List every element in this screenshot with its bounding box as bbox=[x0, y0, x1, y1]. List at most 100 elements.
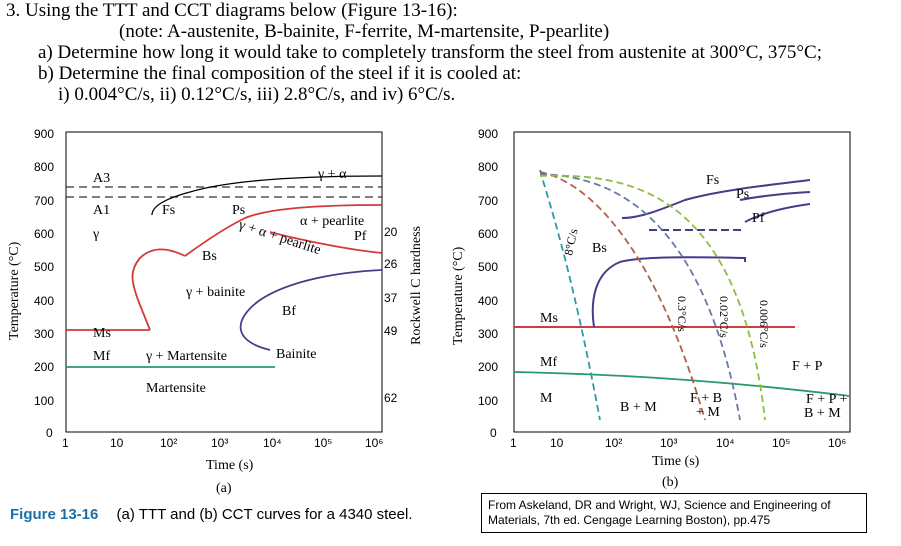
ttt-y-axis: 900 800 700 600 500 400 300 200 100 0 bbox=[34, 127, 54, 440]
cct-label-fpb2: B + M bbox=[804, 406, 841, 421]
cooling-0006 bbox=[539, 174, 766, 421]
label-gamma-alpha: γ + α bbox=[317, 167, 347, 182]
ttt-x-tick: 10⁶ bbox=[365, 436, 383, 450]
cct-y-tick: 700 bbox=[478, 194, 498, 208]
bf-curve bbox=[239, 269, 383, 351]
question-rates: i) 0.004°C/s, ii) 0.12°C/s, iii) 2.8°C/s… bbox=[58, 84, 456, 105]
hardness-tick: 62 bbox=[384, 391, 398, 405]
label-martensite: Martensite bbox=[146, 381, 206, 396]
label-ms: Ms bbox=[93, 326, 111, 341]
cct-panel-label: (b) bbox=[662, 475, 679, 490]
cct-x-tick: 10 bbox=[550, 436, 564, 450]
rate-label-002: 0.02°C/s bbox=[717, 296, 731, 338]
label-fs: Fs bbox=[162, 203, 175, 218]
label-bs: Bs bbox=[202, 249, 217, 264]
cct-region-labels: Fs Ps Pf Bs Ms Mf M B + M F + B + M F + … bbox=[540, 173, 847, 421]
ttt-panel-label: (a) bbox=[216, 481, 232, 496]
bs-curve bbox=[131, 248, 186, 331]
ttt-x-tick: 10³ bbox=[211, 436, 228, 450]
label-gamma-martensite: γ + Martensite bbox=[145, 349, 227, 364]
hardness-tick: 49 bbox=[384, 324, 398, 338]
ttt-x-tick: 10² bbox=[160, 436, 177, 450]
cct-y-tick: 100 bbox=[478, 394, 498, 408]
label-alpha-pearlite: α + pearlite bbox=[300, 214, 364, 229]
cct-ps-curve bbox=[739, 191, 811, 201]
cct-label-m: M bbox=[540, 391, 553, 406]
cct-label-fp: F + P bbox=[792, 359, 823, 374]
cct-y-tick: 200 bbox=[478, 360, 498, 374]
cct-y-tick: 500 bbox=[478, 260, 498, 274]
cct-x-tick: 10⁶ bbox=[828, 436, 846, 450]
cct-label-fb2: + M bbox=[696, 405, 720, 420]
ttt-panel: 900 800 700 600 500 400 300 200 100 0 Te… bbox=[7, 127, 424, 496]
ttt-x-tick: 10⁴ bbox=[263, 436, 282, 450]
cct-y-tick: 400 bbox=[478, 294, 498, 308]
hardness-tick: 26 bbox=[384, 257, 398, 271]
label-pf: Pf bbox=[354, 229, 367, 244]
cct-y-label: Temperature (°C) bbox=[451, 246, 466, 345]
question-note: (note: A-austenite, B-bainite, F-ferrite… bbox=[119, 21, 610, 42]
label-gamma-bainite: γ + bainite bbox=[185, 285, 245, 300]
label-bainite: Bainite bbox=[276, 347, 316, 362]
hardness-tick: 20 bbox=[384, 225, 398, 239]
ttt-hardness-axis: 20 26 37 49 62 bbox=[384, 225, 398, 405]
ttt-y-tick: 400 bbox=[34, 294, 54, 308]
cct-pf-curve bbox=[744, 203, 811, 223]
question-title: 3. Using the TTT and CCT diagrams below … bbox=[6, 0, 458, 21]
hardness-tick: 37 bbox=[384, 291, 398, 305]
ttt-y-tick: 0 bbox=[46, 426, 53, 440]
ttt-y-tick: 700 bbox=[34, 194, 54, 208]
cct-panel: 900 800 700 600 500 400 300 200 100 0 Te… bbox=[451, 127, 851, 490]
cct-label-bm: B + M bbox=[620, 400, 657, 415]
cct-rate-labels: 8°C/s 0.3°C/s 0.02°C/s 0.006°C/s bbox=[561, 227, 771, 348]
figure-caption-text: (a) TTT and (b) CCT curves for a 4340 st… bbox=[116, 506, 413, 523]
ttt-y-tick: 800 bbox=[34, 160, 54, 174]
ttt-x-tick: 1 bbox=[62, 436, 69, 450]
ttt-y-tick: 200 bbox=[34, 360, 54, 374]
cct-y-tick: 800 bbox=[478, 160, 498, 174]
source-citation: From Askeland, DR and Wright, WJ, Scienc… bbox=[481, 493, 867, 533]
ttt-plot-area bbox=[65, 131, 383, 433]
rate-label-03: 0.3°C/s bbox=[675, 296, 689, 332]
cct-y-tick: 300 bbox=[478, 327, 498, 341]
pf-curve bbox=[269, 231, 383, 254]
cct-label-fb: F + B bbox=[690, 391, 722, 406]
label-gamma: γ bbox=[92, 227, 99, 242]
cct-x-tick: 10³ bbox=[660, 436, 677, 450]
cct-label-fpb: F + P + bbox=[806, 392, 847, 407]
cct-label-ps: Ps bbox=[736, 187, 749, 202]
cct-bs-curve bbox=[591, 256, 746, 328]
cooling-8 bbox=[539, 169, 601, 421]
cct-y-tick: 900 bbox=[478, 127, 498, 141]
cct-y-tick: 0 bbox=[490, 426, 497, 440]
ttt-x-axis: 1 10 10² 10³ 10⁴ 10⁵ 10⁶ bbox=[62, 436, 383, 450]
cct-y-axis: 900 800 700 600 500 400 300 200 100 0 bbox=[478, 127, 498, 440]
cct-x-tick: 1 bbox=[510, 436, 517, 450]
cct-label-pf: Pf bbox=[752, 211, 765, 226]
label-a3: A3 bbox=[93, 171, 110, 186]
cct-x-tick: 10⁴ bbox=[716, 436, 735, 450]
cct-x-tick: 10⁵ bbox=[772, 436, 790, 450]
cct-label-ms: Ms bbox=[540, 311, 558, 326]
cct-x-label: Time (s) bbox=[652, 454, 700, 469]
ttt-x-tick: 10 bbox=[110, 436, 124, 450]
ttt-y-label: Temperature (°C) bbox=[7, 241, 22, 340]
ps-curve bbox=[184, 204, 383, 257]
cct-label-bs: Bs bbox=[592, 241, 607, 256]
label-a1: A1 bbox=[93, 203, 110, 218]
cct-label-mf: Mf bbox=[540, 355, 557, 370]
fs-curve bbox=[151, 175, 383, 216]
cct-mf-line bbox=[513, 371, 851, 397]
figure-13-16: 900 800 700 600 500 400 300 200 100 0 Te… bbox=[7, 127, 851, 496]
cct-label-fs: Fs bbox=[706, 173, 719, 188]
hardness-label: Rockwell C hardness bbox=[409, 226, 424, 345]
ttt-y-tick: 600 bbox=[34, 227, 54, 241]
cct-y-tick: 600 bbox=[478, 227, 498, 241]
question-part-b: b) Determine the final composition of th… bbox=[38, 63, 522, 84]
ttt-y-tick: 900 bbox=[34, 127, 54, 141]
figure-caption-label: Figure 13-16 bbox=[10, 506, 99, 523]
cct-fs-curve bbox=[621, 179, 811, 219]
figure-caption: Figure 13-16 (a) TTT and (b) CCT curves … bbox=[10, 506, 413, 523]
rate-label-0006: 0.006°C/s bbox=[757, 300, 771, 348]
rate-label-8: 8°C/s bbox=[561, 227, 580, 256]
